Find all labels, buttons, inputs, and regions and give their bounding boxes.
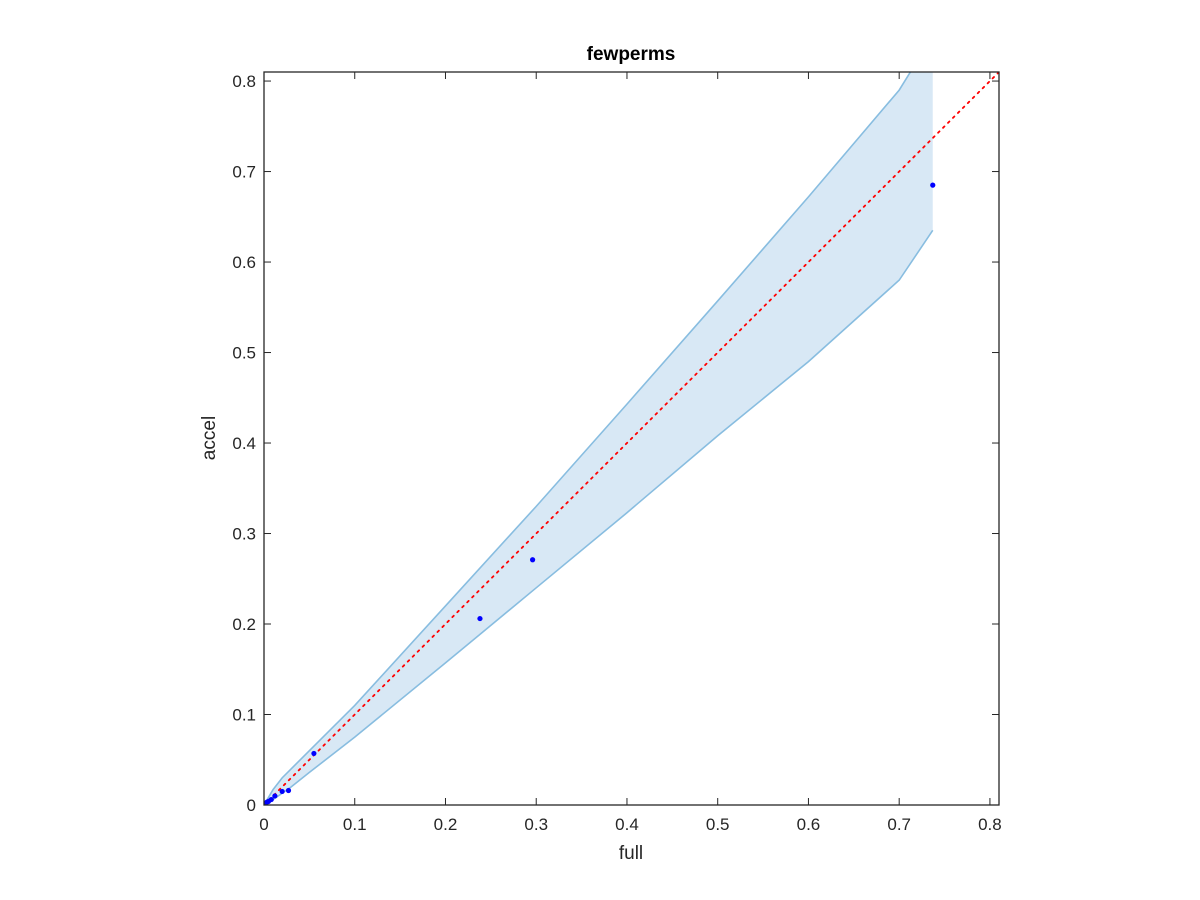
x-axis-ticks: 0 0.1 0.2 0.3 0.4 0.5 0.6 0.7 0.8: [259, 72, 1002, 834]
data-point: [272, 793, 278, 799]
x-tick-label: 0.6: [797, 815, 821, 834]
x-tick-label: 0.3: [524, 815, 548, 834]
x-tick-label: 0.8: [978, 815, 1002, 834]
y-tick-label: 0.6: [232, 253, 256, 272]
x-tick-label: 0.4: [615, 815, 639, 834]
y-tick-label: 0.2: [232, 615, 256, 634]
x-tick-label: 0.1: [343, 815, 367, 834]
y-tick-label: 0.1: [232, 706, 256, 725]
data-point: [268, 796, 274, 803]
band-upper-edge: [264, 72, 912, 805]
y-axis-label: accel: [199, 416, 220, 460]
y-tick-label: 0.3: [232, 525, 256, 544]
y-axis-ticks: 0 0.1 0.2 0.3 0.4 0.5 0.6 0.7 0.8: [232, 72, 999, 815]
data-points-layer: [264, 182, 936, 805]
data-point: [930, 182, 936, 188]
data-point: [477, 615, 483, 622]
data-point: [285, 787, 292, 794]
data-point: [529, 557, 536, 563]
data-point: [311, 750, 317, 757]
chart-title: fewperms: [587, 44, 676, 65]
x-tick-label: 0: [259, 815, 268, 834]
y-tick-label: 0: [247, 796, 256, 815]
axes-box: [263, 71, 1000, 806]
data-point: [279, 788, 285, 795]
x-axis-label: full: [619, 843, 643, 864]
x-tick-label: 0.7: [887, 815, 911, 834]
y-tick-label: 0.4: [232, 434, 256, 453]
x-tick-label: 0.2: [434, 815, 458, 834]
reference-line: [264, 72, 999, 805]
y-tick-label: 0.7: [232, 163, 256, 182]
reference-line-layer: [264, 72, 999, 805]
x-tick-label: 0.5: [706, 815, 730, 834]
y-tick-label: 0.5: [232, 344, 256, 363]
y-tick-label: 0.8: [232, 72, 256, 91]
